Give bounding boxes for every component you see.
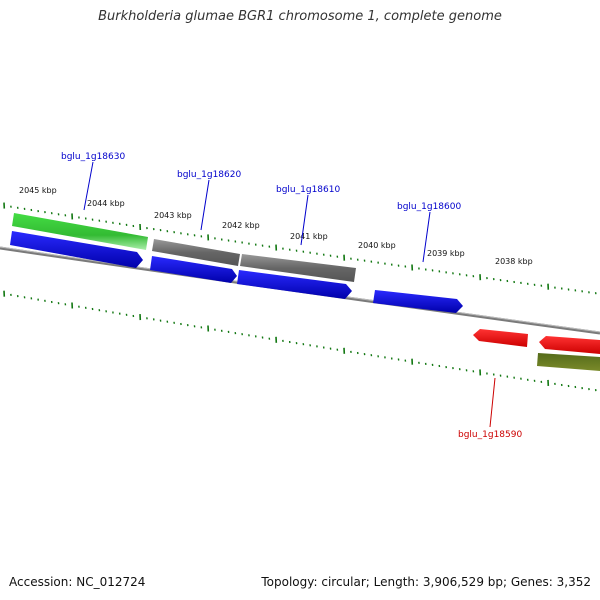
tick-label-2041: 2041 kbp — [290, 232, 328, 241]
tick-label-2044: 2044 kbp — [87, 199, 125, 208]
leader-line-18610 — [300, 194, 309, 246]
leader-line-18600 — [422, 211, 431, 263]
tick-label-2045: 2045 kbp — [19, 186, 57, 195]
genome-summary-text: Topology: circular; Length: 3,906,529 bp… — [261, 575, 591, 589]
tick-label-2038: 2038 kbp — [495, 257, 533, 266]
tick-label-2042: 2042 kbp — [222, 221, 260, 230]
gene-red-2[interactable] — [539, 336, 600, 354]
leader-line-18590 — [489, 377, 496, 428]
accession-text: Accession: NC_012724 — [9, 575, 146, 589]
gene-red-1[interactable] — [473, 329, 528, 347]
tick-label-2043: 2043 kbp — [154, 211, 192, 220]
cds-blue-4[interactable] — [373, 290, 463, 313]
gene-grey-1[interactable] — [152, 239, 240, 266]
page-title: Burkholderia glumae BGR1 chromosome 1, c… — [98, 9, 502, 24]
gene-label-18630[interactable]: bglu_1g18630 — [61, 152, 125, 162]
lower-tick-row — [3, 290, 597, 392]
tick-label-2039: 2039 kbp — [427, 249, 465, 258]
cds-blue-2[interactable] — [150, 256, 237, 283]
gene-grey-2[interactable] — [240, 254, 356, 282]
leader-line-18620 — [200, 179, 210, 231]
gene-olive-1[interactable] — [537, 353, 600, 371]
gene-green-1[interactable] — [12, 213, 148, 250]
leader-line-18630 — [83, 161, 94, 211]
cds-blue-1[interactable] — [10, 231, 143, 268]
gene-label-18590[interactable]: bglu_1g18590 — [458, 430, 522, 440]
cds-blue-3[interactable] — [237, 270, 352, 299]
upper-tick-row — [3, 202, 597, 295]
gene-label-18610[interactable]: bglu_1g18610 — [276, 185, 340, 195]
gene-label-18600[interactable]: bglu_1g18600 — [397, 202, 461, 212]
tick-label-2040: 2040 kbp — [358, 241, 396, 250]
gene-label-18620[interactable]: bglu_1g18620 — [177, 170, 241, 180]
